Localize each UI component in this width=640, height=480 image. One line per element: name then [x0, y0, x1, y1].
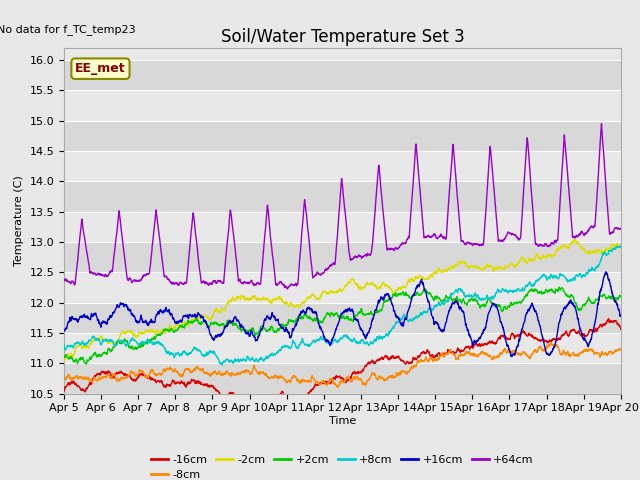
-8cm — [504, 348, 512, 353]
+8cm — [568, 278, 575, 284]
+64cm — [598, 120, 605, 126]
+2cm — [216, 323, 223, 328]
Line: -2cm: -2cm — [64, 239, 621, 361]
-2cm — [358, 285, 366, 290]
+64cm — [60, 277, 68, 283]
-2cm — [570, 236, 578, 242]
-8cm — [216, 370, 223, 375]
-2cm — [371, 282, 378, 288]
+64cm — [216, 278, 223, 284]
Line: -8cm: -8cm — [64, 343, 621, 387]
Bar — [64, 90, 621, 121]
Y-axis label: Temperature (C): Temperature (C) — [14, 175, 24, 266]
+16cm — [617, 313, 625, 319]
-16cm — [584, 333, 591, 338]
-8cm — [547, 340, 555, 346]
+2cm — [359, 311, 367, 317]
Bar — [64, 363, 621, 394]
Bar — [64, 242, 621, 272]
Bar — [64, 212, 621, 242]
-16cm — [605, 316, 612, 322]
-8cm — [568, 352, 576, 358]
X-axis label: Time: Time — [329, 416, 356, 426]
+16cm — [508, 354, 516, 360]
-8cm — [584, 348, 591, 354]
+8cm — [616, 243, 624, 249]
+16cm — [602, 269, 610, 275]
+2cm — [371, 311, 379, 316]
Line: +8cm: +8cm — [64, 246, 621, 365]
Text: EE_met: EE_met — [75, 62, 126, 75]
-2cm — [60, 359, 68, 364]
-2cm — [584, 249, 591, 255]
-8cm — [359, 381, 367, 387]
Text: No data for f_TC_temp23: No data for f_TC_temp23 — [0, 24, 136, 35]
+16cm — [216, 333, 223, 338]
-16cm — [504, 336, 512, 342]
+2cm — [617, 293, 625, 299]
+8cm — [617, 244, 625, 250]
+16cm — [358, 328, 366, 334]
-2cm — [617, 244, 625, 250]
+8cm — [504, 288, 512, 294]
Bar — [64, 333, 621, 363]
-2cm — [216, 309, 223, 314]
Line: -16cm: -16cm — [64, 319, 621, 403]
Bar — [64, 303, 621, 333]
+8cm — [60, 342, 68, 348]
-8cm — [617, 348, 625, 353]
Line: +2cm: +2cm — [64, 287, 621, 364]
+16cm — [60, 328, 68, 334]
+64cm — [371, 212, 379, 218]
-2cm — [568, 240, 575, 246]
Bar — [64, 181, 621, 212]
Bar — [64, 121, 621, 151]
+16cm — [584, 341, 591, 347]
+2cm — [568, 292, 576, 298]
+64cm — [568, 223, 575, 229]
-16cm — [216, 390, 223, 396]
+8cm — [584, 271, 591, 277]
-8cm — [335, 384, 342, 390]
Bar — [64, 60, 621, 90]
+2cm — [504, 303, 512, 309]
+8cm — [218, 362, 226, 368]
-8cm — [371, 372, 379, 377]
+64cm — [584, 229, 591, 235]
+16cm — [568, 300, 575, 306]
+2cm — [584, 298, 591, 304]
-2cm — [504, 264, 512, 269]
Line: +16cm: +16cm — [64, 272, 621, 357]
+64cm — [284, 286, 291, 292]
-16cm — [298, 400, 305, 406]
-16cm — [617, 326, 625, 332]
+8cm — [216, 358, 223, 364]
Title: Soil/Water Temperature Set 3: Soil/Water Temperature Set 3 — [221, 28, 464, 47]
Legend: -16cm, -8cm, -2cm, +2cm, +8cm, +16cm, +64cm: -16cm, -8cm, -2cm, +2cm, +8cm, +16cm, +6… — [147, 450, 538, 480]
+64cm — [359, 254, 367, 260]
Bar — [64, 151, 621, 181]
Bar — [64, 272, 621, 303]
+2cm — [60, 353, 68, 359]
+2cm — [82, 361, 90, 367]
+8cm — [371, 337, 379, 343]
+2cm — [556, 284, 563, 290]
Line: +64cm: +64cm — [64, 123, 621, 289]
+16cm — [504, 343, 512, 348]
-16cm — [359, 367, 367, 372]
-16cm — [568, 328, 575, 334]
-8cm — [60, 375, 68, 381]
-16cm — [60, 388, 68, 394]
+8cm — [359, 337, 367, 343]
+64cm — [504, 229, 512, 235]
+64cm — [617, 226, 625, 231]
-16cm — [371, 360, 379, 366]
+16cm — [371, 311, 378, 316]
